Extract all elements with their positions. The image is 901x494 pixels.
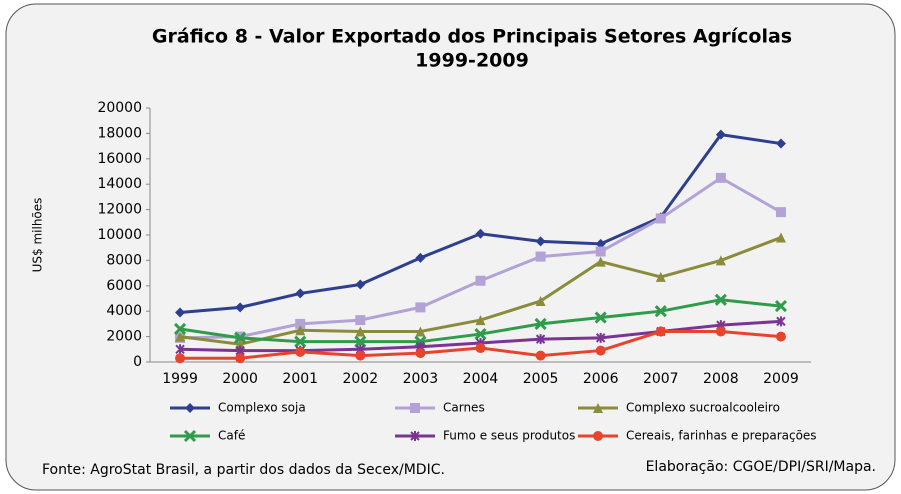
data-point (415, 302, 426, 313)
data-point (595, 246, 606, 257)
data-point (595, 332, 606, 343)
data-point (714, 293, 727, 306)
data-point (295, 288, 306, 299)
data-point (775, 207, 786, 218)
legend-label: Carnes (443, 401, 485, 415)
data-point (294, 335, 307, 348)
source-note: Fonte: AgroStat Brasil, a partir dos dad… (42, 462, 445, 478)
data-point (535, 296, 546, 307)
legend-marker (593, 431, 603, 441)
data-point (775, 138, 786, 149)
x-tick-label: 2000 (222, 371, 258, 387)
legend-marker (593, 403, 603, 413)
data-point (715, 129, 726, 140)
x-tick-label: 2005 (523, 371, 559, 387)
data-point (774, 300, 788, 313)
data-point (535, 334, 546, 345)
x-tick-label: 2008 (703, 371, 739, 387)
data-point (595, 345, 606, 356)
data-point (175, 353, 186, 364)
x-tick-label: 2001 (282, 371, 318, 387)
data-point (415, 348, 426, 359)
data-point (175, 344, 185, 355)
data-point (355, 315, 366, 326)
data-point (534, 317, 547, 330)
data-point (535, 251, 546, 262)
data-point (295, 318, 306, 329)
data-point (415, 326, 426, 337)
y-axis-label: US$ milhões (31, 198, 45, 273)
data-point (595, 238, 606, 249)
data-point (173, 322, 187, 336)
y-tick-label: 20000 (97, 100, 142, 116)
x-tick-label: 2009 (763, 371, 799, 387)
x-tick-label: 2006 (583, 371, 619, 387)
data-point (175, 307, 186, 318)
x-tick-label: 2002 (342, 371, 378, 387)
legend-label: Complexo soja (218, 401, 306, 415)
x-tick-label: 2004 (463, 371, 499, 387)
data-point (715, 172, 726, 183)
data-point (475, 275, 486, 286)
data-point (535, 236, 546, 247)
data-point (654, 305, 667, 318)
y-tick-label: 0 (133, 354, 142, 370)
x-tick-label: 2007 (643, 371, 679, 387)
legend-label: Cereais, farinhas e preparações (626, 429, 817, 443)
data-point (655, 271, 666, 282)
legend-marker (185, 403, 195, 413)
legend-marker (183, 429, 197, 443)
legend-label: Complexo sucroalcooleiro (626, 401, 780, 415)
data-point (415, 252, 426, 263)
data-point (295, 325, 306, 336)
y-tick-label: 18000 (97, 125, 142, 141)
y-tick-label: 8000 (106, 252, 142, 268)
data-point (355, 279, 366, 290)
data-point (234, 331, 247, 344)
x-tick-label: 2003 (403, 371, 439, 387)
y-tick-label: 6000 (106, 278, 142, 294)
data-point (355, 350, 366, 361)
legend-label: Café (218, 429, 245, 443)
data-point (475, 315, 486, 326)
data-point (474, 327, 487, 341)
data-point (414, 335, 427, 348)
y-tick-label: 16000 (97, 151, 142, 167)
data-point (776, 316, 786, 327)
chart-subtitle: 1999-2009 (415, 50, 529, 72)
data-point (595, 256, 606, 267)
data-point (535, 350, 546, 361)
y-tick-label: 4000 (106, 303, 142, 319)
data-point (775, 331, 786, 342)
legend-marker (410, 431, 420, 441)
data-point (475, 343, 486, 354)
data-point (775, 232, 786, 243)
data-point (715, 326, 726, 337)
data-point (655, 213, 666, 224)
y-tick-label: 14000 (97, 176, 142, 192)
legend-label: Fumo e seus produtos (443, 429, 575, 443)
data-point (655, 326, 666, 337)
data-point (295, 346, 306, 357)
legend-marker (410, 403, 420, 413)
y-tick-label: 2000 (106, 329, 142, 345)
data-point (475, 228, 486, 239)
y-tick-label: 10000 (97, 227, 142, 243)
credit-note: Elaboração: CGOE/DPI/SRI/Mapa. (646, 459, 876, 475)
y-tick-label: 12000 (97, 202, 142, 218)
data-point (235, 302, 246, 313)
data-point (594, 311, 607, 324)
data-point (355, 326, 366, 337)
data-point (175, 331, 186, 342)
x-tick-label: 1999 (162, 371, 198, 387)
data-point (235, 353, 246, 364)
data-point (715, 255, 726, 266)
chart-title: Gráfico 8 - Valor Exportado dos Principa… (152, 26, 792, 48)
